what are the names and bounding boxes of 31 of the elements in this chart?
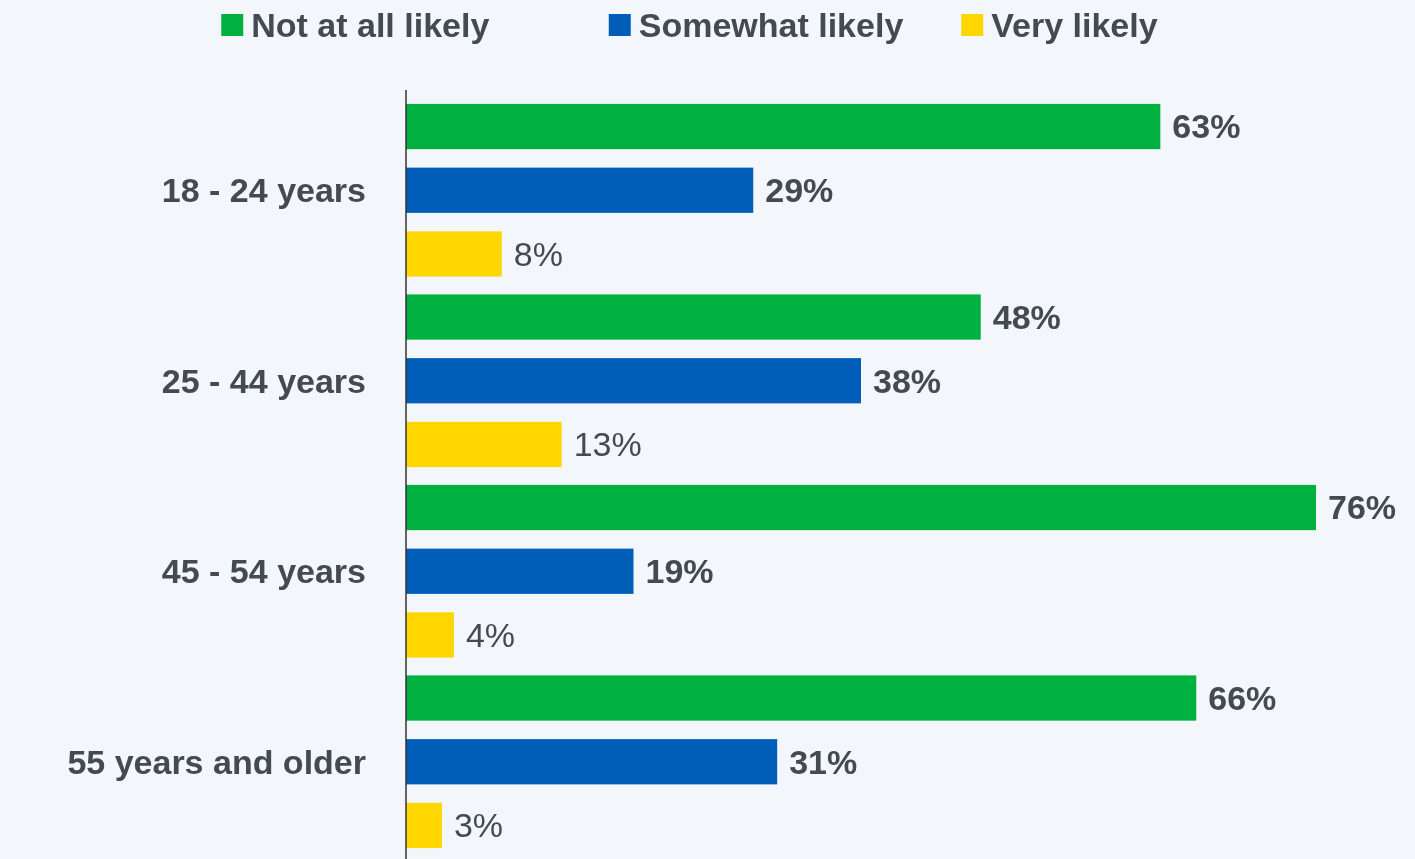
data-label: 3%: [453, 806, 504, 845]
legend-label: Very likely: [991, 5, 1158, 44]
bar: [406, 739, 778, 785]
data-label: 13%: [573, 425, 642, 464]
bar: [406, 802, 442, 849]
bar: [406, 103, 1161, 150]
y-tick-label: 45 - 54 years: [161, 552, 366, 591]
bar: [406, 484, 1316, 531]
legend-label: Not at all likely: [251, 5, 490, 44]
data-label: 31%: [789, 742, 858, 781]
data-label: 66%: [1208, 678, 1277, 717]
data-label: 19%: [645, 552, 714, 591]
data-label: 38%: [873, 361, 942, 400]
data-label: 29%: [765, 171, 834, 210]
y-tick-label: 18 - 24 years: [161, 171, 366, 210]
data-label: 76%: [1328, 488, 1397, 527]
y-tick-label: 25 - 44 years: [161, 361, 366, 400]
bar: [406, 612, 454, 658]
data-label: 8%: [513, 234, 563, 273]
legend-label: Somewhat likely: [638, 5, 904, 44]
data-label: 63%: [1172, 107, 1241, 146]
bar: [406, 294, 981, 340]
bar: [406, 167, 754, 213]
bar: [406, 231, 502, 277]
bar: [406, 421, 562, 468]
data-label: 48%: [992, 297, 1061, 336]
bar: [406, 675, 1197, 721]
y-tick-label: 55 years and older: [67, 742, 366, 781]
bar: [406, 548, 634, 594]
data-label: 4%: [465, 615, 516, 654]
bar: [406, 358, 861, 404]
